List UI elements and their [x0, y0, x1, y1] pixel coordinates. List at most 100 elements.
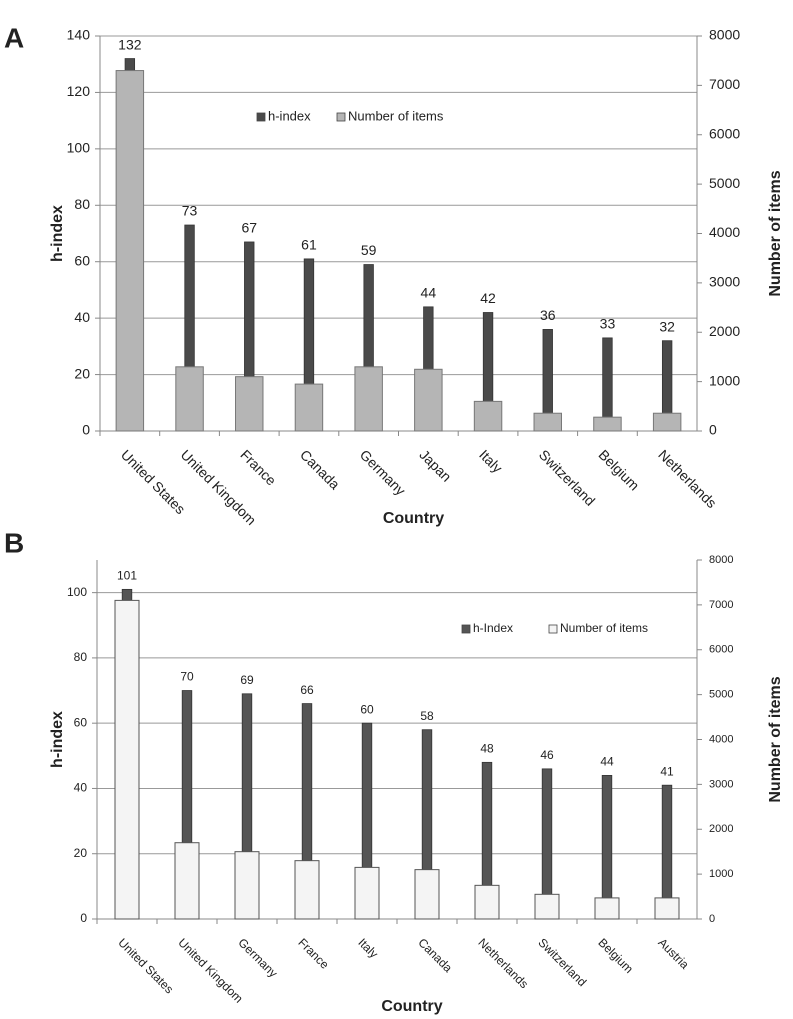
legend-label: h-index [268, 108, 311, 123]
data-label: 48 [480, 742, 494, 756]
data-label: 46 [540, 748, 554, 762]
y2-tick-label: 7000 [709, 76, 740, 92]
y2-tick-label: 2000 [709, 823, 733, 835]
legend-swatch [256, 112, 266, 122]
y2-tick-label: 8000 [709, 27, 740, 43]
x-tick-label: Switzerland [536, 446, 598, 508]
data-label: 33 [600, 316, 616, 332]
y-tick-label: 80 [74, 650, 88, 664]
data-label: 69 [240, 673, 254, 687]
data-label: 42 [480, 290, 496, 306]
x-tick-label: United Kingdom [175, 935, 245, 1005]
x-tick-label: Belgium [596, 446, 643, 493]
x-tick-label: Canada [297, 446, 343, 492]
y-tick-label: 20 [74, 365, 90, 381]
legend-swatch [336, 112, 346, 122]
items-bar [115, 70, 145, 432]
data-label: 132 [118, 36, 142, 52]
x-tick-label: Netherlands [475, 935, 531, 991]
items-bar [594, 897, 620, 920]
y2-axis-title: Number of items [767, 676, 784, 802]
y-tick-label: 0 [82, 422, 90, 438]
x-tick-label: Japan [416, 446, 454, 484]
items-bar [652, 412, 682, 432]
y-tick-label: 0 [80, 911, 87, 925]
data-label: 58 [420, 709, 434, 723]
x-tick-label: Belgium [595, 935, 636, 976]
y2-tick-label: 1000 [709, 372, 740, 388]
x-axis-title: Country [381, 998, 442, 1015]
y2-tick-label: 3000 [709, 778, 733, 790]
y-tick-label: 140 [67, 27, 91, 43]
items-bar [473, 400, 503, 432]
x-tick-label: Germany [357, 446, 409, 498]
data-label: 101 [117, 569, 137, 583]
y2-tick-label: 1000 [709, 868, 733, 880]
data-label: 61 [301, 237, 317, 253]
x-tick-label: United States [115, 935, 176, 996]
panel-label: A [4, 22, 24, 53]
data-label: 44 [600, 755, 614, 769]
items-bar [235, 376, 264, 432]
y2-tick-label: 5000 [709, 689, 733, 701]
y-tick-label: 40 [74, 309, 90, 325]
items-bar [534, 893, 560, 920]
y2-tick-label: 5000 [709, 175, 740, 191]
items-bar [414, 368, 443, 432]
x-tick-label: Netherlands [655, 446, 720, 511]
data-label: 59 [361, 242, 377, 258]
data-label: 36 [540, 307, 556, 323]
data-label: 67 [241, 220, 257, 236]
x-tick-label: Italy [476, 446, 505, 475]
items-bar [354, 366, 383, 432]
x-tick-label: Germany [235, 935, 280, 980]
panel-label: B [4, 527, 24, 558]
y-tick-label: 20 [74, 846, 88, 860]
data-label: 73 [182, 203, 198, 219]
y-axis-title: h-index [49, 205, 66, 262]
y2-axis-title: Number of items [767, 170, 784, 296]
items-bar [175, 366, 204, 432]
y2-tick-label: 4000 [709, 733, 733, 745]
y2-tick-label: 3000 [709, 274, 740, 290]
legend-label: h-Index [473, 621, 513, 635]
x-tick-label: Switzerland [535, 935, 589, 989]
data-label: 32 [659, 318, 675, 334]
y-tick-label: 60 [74, 715, 88, 729]
legend-swatch [548, 624, 558, 634]
y-tick-label: 80 [74, 196, 90, 212]
y-tick-label: 100 [67, 140, 91, 156]
y-tick-label: 40 [74, 781, 88, 795]
x-tick-label: Canada [415, 935, 455, 975]
legend-swatch [461, 624, 471, 634]
x-tick-label: France [295, 935, 332, 972]
items-bar [533, 412, 562, 432]
y2-tick-label: 2000 [709, 323, 740, 339]
items-bar [174, 842, 200, 920]
items-bar [354, 866, 380, 920]
y2-tick-label: 7000 [709, 599, 733, 611]
items-bar [294, 860, 320, 920]
data-label: 44 [421, 285, 437, 301]
items-bar [294, 383, 324, 432]
items-bar [234, 851, 260, 920]
items-bar [654, 897, 680, 920]
data-label: 60 [360, 702, 374, 716]
x-tick-label: Italy [355, 935, 380, 960]
y2-tick-label: 4000 [709, 224, 740, 240]
items-bar [114, 599, 140, 920]
items-bar [474, 884, 500, 920]
items-bar [593, 416, 622, 432]
x-tick-label: France [237, 446, 279, 488]
data-label: 70 [180, 670, 194, 684]
legend-label: Number of items [560, 621, 648, 635]
y-tick-label: 100 [67, 585, 87, 599]
y-tick-label: 120 [67, 83, 91, 99]
y2-tick-label: 6000 [709, 644, 733, 656]
items-bar [414, 869, 440, 920]
y2-tick-label: 8000 [709, 554, 733, 566]
y-axis-title: h-index [49, 711, 66, 768]
y2-tick-label: 0 [709, 913, 715, 925]
y2-tick-label: 0 [709, 422, 717, 438]
